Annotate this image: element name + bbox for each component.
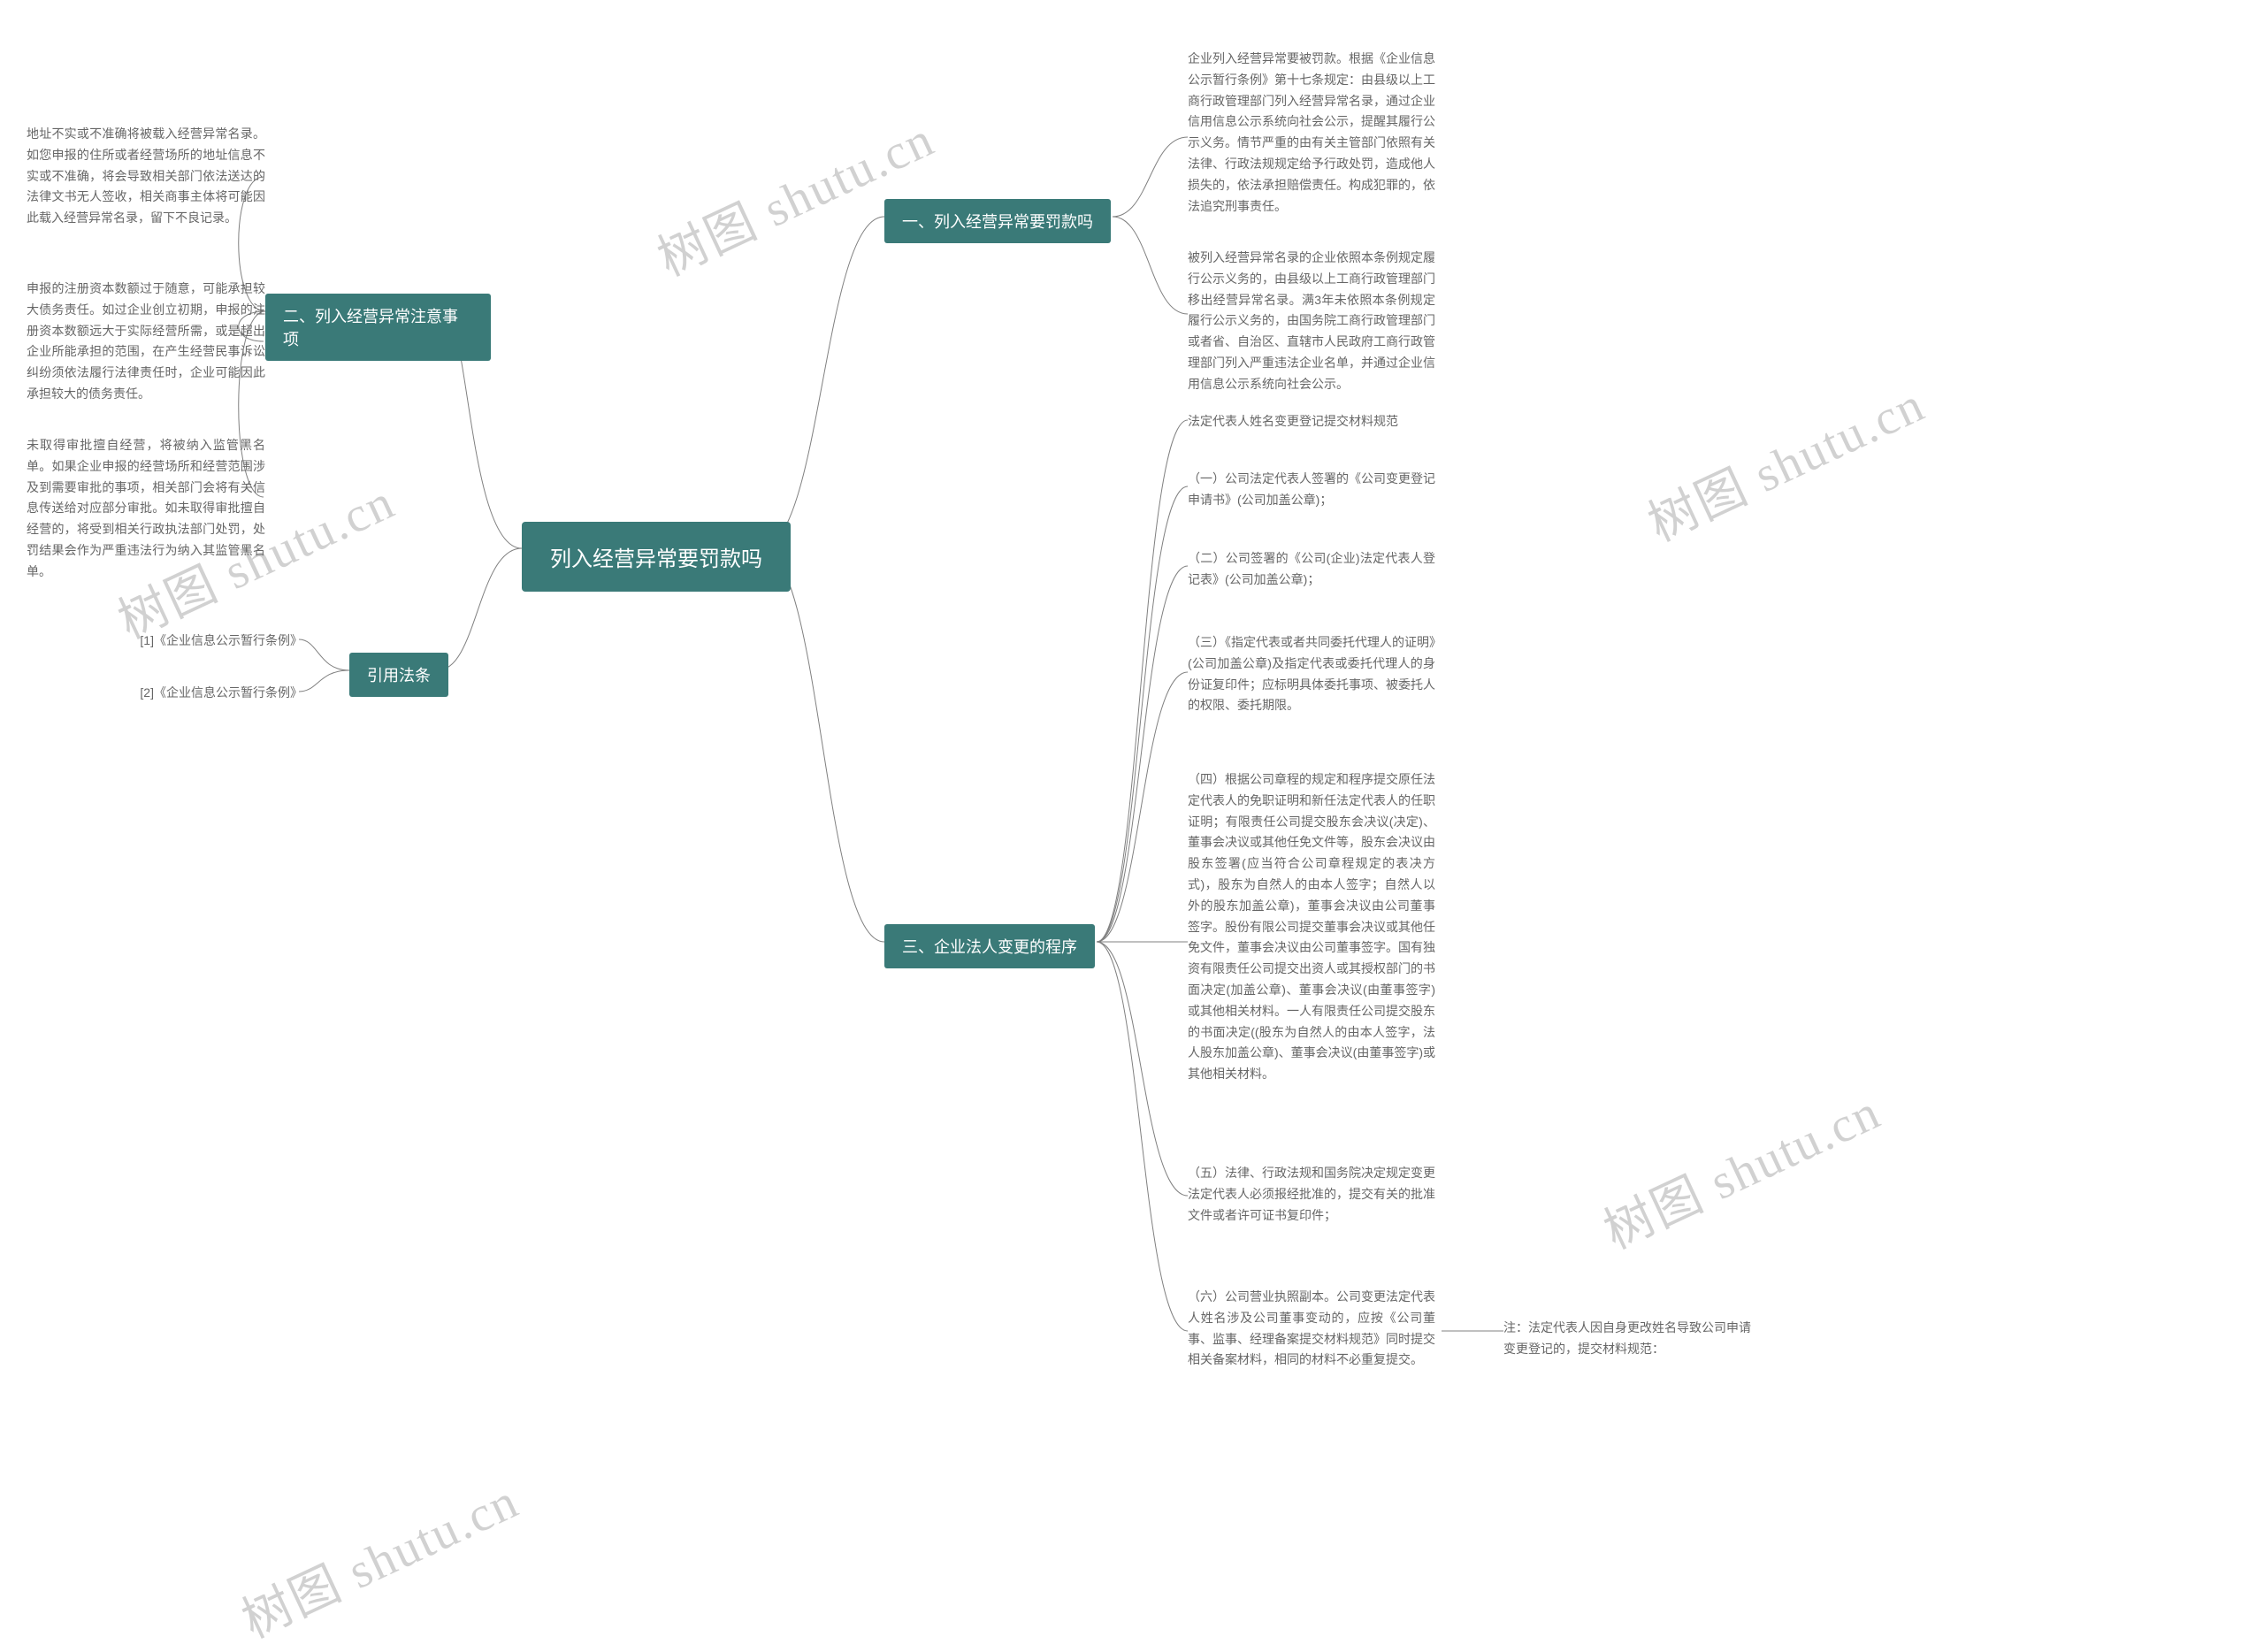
watermark: 树图 shutu.cn	[1591, 1073, 1891, 1264]
leaf-3-1: 法定代表人姓名变更登记提交材料规范	[1188, 411, 1435, 432]
watermark: 树图 shutu.cn	[1635, 365, 1935, 556]
leaf-1-2: 被列入经营异常名录的企业依照本条例规定履行公示义务的，由县级以上工商行政管理部门…	[1188, 248, 1435, 395]
mindmap-connectors	[0, 0, 2264, 1611]
leaf-ref-1: [1]《企业信息公示暂行条例》	[108, 631, 302, 652]
branch-2[interactable]: 二、列入经营异常注意事项	[265, 294, 491, 361]
branch-refs[interactable]: 引用法条	[349, 653, 448, 697]
branch-3[interactable]: 三、企业法人变更的程序	[884, 924, 1095, 968]
leaf-3-5: （四）根据公司章程的规定和程序提交原任法定代表人的免职证明和新任法定代表人的任职…	[1188, 769, 1435, 1085]
root-node[interactable]: 列入经营异常要罚款吗	[522, 522, 791, 592]
leaf-1-1: 企业列入经营异常要被罚款。根据《企业信息公示暂行条例》第十七条规定：由县级以上工…	[1188, 49, 1435, 217]
leaf-2-3: 未取得审批擅自经营，将被纳入监管黑名单。如果企业申报的经营场所和经营范围涉及到需…	[27, 435, 265, 583]
watermark: 树图 shutu.cn	[229, 1462, 529, 1652]
leaf-2-2: 申报的注册资本数额过于随意，可能承担较大债务责任。如过企业创立初期，申报的注册资…	[27, 279, 265, 405]
leaf-3-6: （五）法律、行政法规和国务院决定规定变更法定代表人必须报经批准的，提交有关的批准…	[1188, 1163, 1435, 1226]
watermark: 树图 shutu.cn	[645, 100, 945, 291]
leaf-3-7: （六）公司营业执照副本。公司变更法定代表人姓名涉及公司董事变动的，应按《公司董事…	[1188, 1287, 1435, 1371]
branch-1[interactable]: 一、列入经营异常要罚款吗	[884, 199, 1111, 243]
leaf-2-1: 地址不实或不准确将被载入经营异常名录。如您申报的住所或者经营场所的地址信息不实或…	[27, 124, 265, 229]
leaf-3-3: （二）公司签署的《公司(企业)法定代表人登记表》(公司加盖公章)；	[1188, 548, 1435, 591]
leaf-3-2: （一）公司法定代表人签署的《公司变更登记申请书》(公司加盖公章)；	[1188, 469, 1435, 511]
leaf-3-7-note: 注：法定代表人因自身更改姓名导致公司申请变更登记的，提交材料规范：	[1503, 1318, 1751, 1360]
leaf-ref-2: [2]《企业信息公示暂行条例》	[108, 683, 302, 704]
leaf-3-4: （三）《指定代表或者共同委托代理人的证明》(公司加盖公章)及指定代表或委托代理人…	[1188, 632, 1435, 716]
